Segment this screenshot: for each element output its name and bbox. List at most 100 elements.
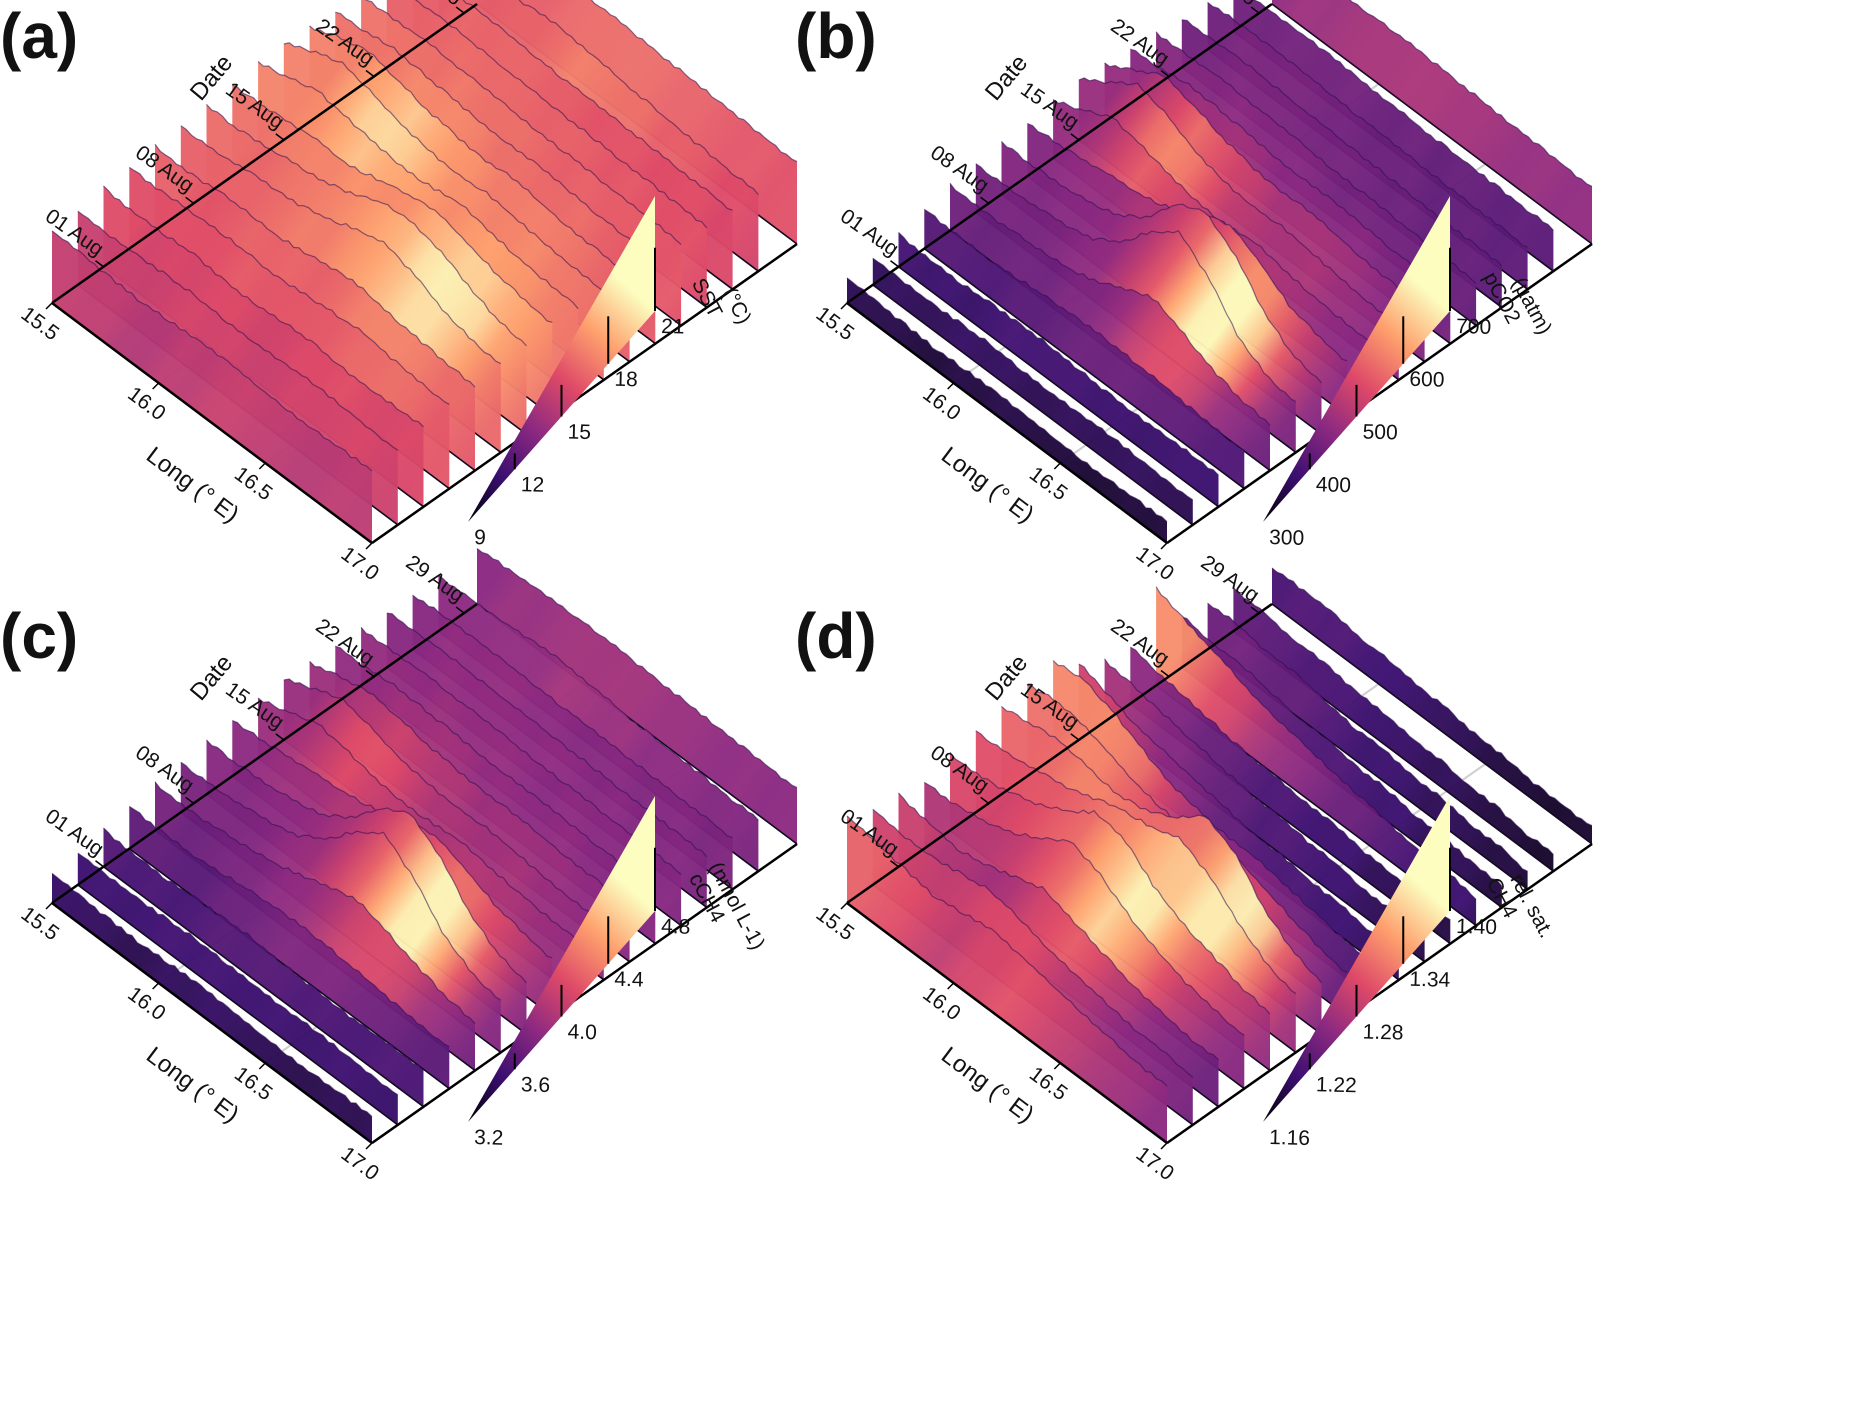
series-baseline xyxy=(1271,3,1593,245)
far-axis-line xyxy=(371,842,798,1145)
x-tick-label: 15.5 xyxy=(812,302,858,345)
date-tick-mark xyxy=(185,196,195,204)
date-tick-mark xyxy=(365,69,375,78)
series-ridge xyxy=(51,230,373,472)
date-tick-mark xyxy=(980,796,990,804)
date-tick-mark xyxy=(1160,669,1170,678)
series-ridge xyxy=(206,103,527,347)
series-ridge xyxy=(283,42,605,292)
x-tick-label: 16.0 xyxy=(123,982,169,1025)
series-baseline xyxy=(1271,603,1593,845)
series-ridge xyxy=(180,761,502,1001)
date-tick-mark xyxy=(890,860,899,868)
series-ridge xyxy=(923,781,1245,1036)
series-ridge xyxy=(77,852,399,1096)
x-tick-mark xyxy=(947,982,955,990)
series-ribbon xyxy=(129,806,450,1089)
series-ribbon xyxy=(950,183,1270,471)
x-tick-label: 16.5 xyxy=(230,1062,276,1105)
x-axis-title: Long (° E) xyxy=(141,442,244,529)
series-ribbon xyxy=(1156,586,1477,926)
colorbar-tick-label: 3.6 xyxy=(521,1073,551,1097)
series-ribbon xyxy=(898,792,1219,1107)
series-ribbon xyxy=(1130,647,1451,944)
longitude-axis-line xyxy=(51,902,373,1144)
longitude-axis-line xyxy=(846,302,1168,544)
colorbar-tick-label: 18 xyxy=(614,368,638,392)
x-tick-mark xyxy=(45,302,53,310)
series-ribbon xyxy=(1078,664,1399,980)
x-tick-label: 16.0 xyxy=(918,382,964,425)
series-ribbon xyxy=(1104,658,1425,962)
series-ridge xyxy=(1104,62,1426,311)
series-ridge xyxy=(1253,0,1554,231)
colorbar-tick-label: 4.8 xyxy=(661,915,691,939)
series-ridge xyxy=(1078,77,1400,328)
series-ridge xyxy=(128,805,450,1048)
date-tick-mark xyxy=(1070,133,1080,141)
series-ridge xyxy=(1155,31,1477,284)
colorbar-wedge xyxy=(1263,796,1450,1122)
series-baseline xyxy=(103,866,424,1108)
series-ribbon xyxy=(1181,616,1502,908)
series-ribbon xyxy=(924,209,1245,489)
series-ridge xyxy=(154,143,476,388)
x-tick-label: 16.5 xyxy=(230,462,276,505)
series-ridge xyxy=(257,61,579,310)
series-ribbon xyxy=(847,277,1167,543)
colorbar-tick-label: 700 xyxy=(1456,315,1492,339)
colorbar-tick-label: 15 xyxy=(567,421,591,445)
series-ridge xyxy=(365,0,682,245)
series-ridge xyxy=(1001,140,1322,384)
series-ridge xyxy=(180,125,502,365)
colorbar-tick-label: 400 xyxy=(1316,473,1352,497)
series-ridge xyxy=(1001,705,1322,984)
date-tick-label: 15 Aug xyxy=(221,678,288,734)
series-ridge xyxy=(206,739,527,984)
series-ridge xyxy=(360,626,682,875)
series-ridge xyxy=(1207,1,1528,248)
series-ridge xyxy=(414,0,708,229)
x-tick-mark xyxy=(840,902,848,910)
series-ridge xyxy=(518,0,759,195)
x-tick-label: 17.0 xyxy=(1132,1142,1178,1185)
date-tick-label: 29 Aug xyxy=(402,551,469,607)
colorbar-tick-label: 1.34 xyxy=(1409,968,1451,992)
series-baseline xyxy=(898,266,1219,508)
series-ridge xyxy=(438,574,759,821)
x-tick-mark xyxy=(258,1062,266,1070)
date-tick-mark xyxy=(95,860,104,868)
x-tick-mark xyxy=(258,462,266,470)
colorbar-tick-label: 9 xyxy=(474,526,486,549)
colorbar-tick-label: 1.22 xyxy=(1316,1073,1357,1097)
series-ridge xyxy=(923,208,1245,451)
series-ridge xyxy=(232,84,553,323)
x-tick-label: 15.5 xyxy=(17,902,63,945)
colorbar-tick-label: 600 xyxy=(1409,368,1445,392)
date-tick-mark xyxy=(95,260,104,268)
series-ridge xyxy=(1104,658,1426,941)
series-ribbon xyxy=(1233,0,1554,272)
date-tick-mark xyxy=(185,796,195,804)
colorbar-tick-label: 4.0 xyxy=(567,1021,597,1045)
series-baseline xyxy=(923,247,1245,490)
colorbar-tick-label: 4.4 xyxy=(614,968,644,992)
colorbar-tick-label: 12 xyxy=(521,473,545,497)
date-axis-line xyxy=(846,2,1273,305)
date-tick-mark xyxy=(1070,733,1080,741)
series-ribbon xyxy=(872,258,1193,525)
series-ribbon xyxy=(1272,0,1592,244)
series-ridge xyxy=(1052,99,1374,348)
series-ridge xyxy=(283,678,605,925)
x-tick-mark xyxy=(365,1142,373,1150)
panel-label: (a) xyxy=(0,0,78,72)
date-tick-mark xyxy=(890,260,899,268)
date-tick-mark xyxy=(455,606,465,614)
series-ridge xyxy=(462,0,733,211)
far-axis-line xyxy=(1166,842,1593,1145)
series-ribbon xyxy=(477,548,797,844)
date-axis-line xyxy=(846,602,1273,905)
